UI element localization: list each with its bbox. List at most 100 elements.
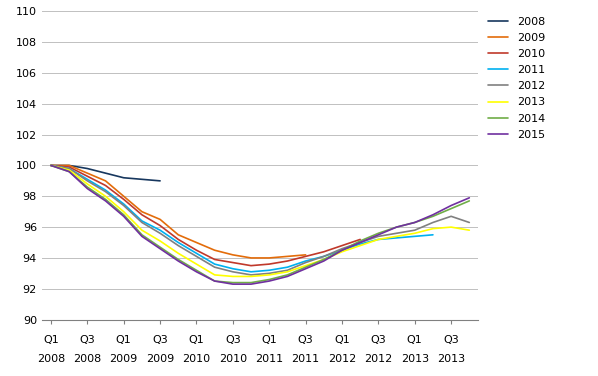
2011 <box>229 267 236 271</box>
2012 <box>284 268 291 273</box>
2015 <box>302 267 309 271</box>
2014 <box>66 169 73 174</box>
2010 <box>302 254 309 259</box>
2009 <box>284 254 291 259</box>
2014 <box>375 231 382 235</box>
2010 <box>266 262 273 266</box>
2009 <box>266 256 273 260</box>
2010 <box>138 212 145 217</box>
2012 <box>157 231 164 235</box>
2013 <box>466 228 473 232</box>
2015 <box>447 203 454 208</box>
2015 <box>356 240 364 245</box>
Text: 2008: 2008 <box>73 353 102 364</box>
2014 <box>411 220 419 225</box>
2011 <box>393 236 400 240</box>
2012 <box>211 265 218 270</box>
Line: 2013: 2013 <box>51 165 469 276</box>
2014 <box>356 239 364 243</box>
2013 <box>47 163 54 168</box>
Line: 2015: 2015 <box>51 165 469 284</box>
2009 <box>47 163 54 168</box>
2013 <box>66 168 73 172</box>
Text: 2011: 2011 <box>255 353 283 364</box>
2014 <box>211 279 218 283</box>
2013 <box>175 251 182 256</box>
2014 <box>320 257 327 262</box>
2008 <box>102 171 109 175</box>
2014 <box>120 212 127 217</box>
2010 <box>320 250 327 254</box>
2010 <box>84 174 91 179</box>
2014 <box>175 257 182 262</box>
Text: Q1: Q1 <box>407 335 423 345</box>
Text: Q3: Q3 <box>152 335 168 345</box>
2012 <box>248 273 255 277</box>
2008 <box>66 163 73 168</box>
2012 <box>302 260 309 265</box>
2013 <box>320 257 327 262</box>
Text: 2013: 2013 <box>401 353 429 364</box>
2015 <box>266 279 273 283</box>
2015 <box>466 196 473 200</box>
2009 <box>248 256 255 260</box>
2011 <box>102 188 109 193</box>
2012 <box>466 220 473 225</box>
2014 <box>248 280 255 285</box>
2015 <box>138 234 145 239</box>
2013 <box>248 274 255 279</box>
2012 <box>411 228 419 232</box>
Text: Q3: Q3 <box>225 335 241 345</box>
2014 <box>84 185 91 189</box>
2015 <box>338 248 346 252</box>
2014 <box>302 265 309 270</box>
2011 <box>66 166 73 171</box>
2013 <box>84 182 91 186</box>
2013 <box>356 243 364 248</box>
Text: Q1: Q1 <box>334 335 350 345</box>
2011 <box>266 268 273 273</box>
2013 <box>193 262 200 266</box>
2012 <box>229 270 236 274</box>
2013 <box>338 250 346 254</box>
2014 <box>266 277 273 282</box>
2013 <box>284 270 291 274</box>
2015 <box>120 214 127 218</box>
2010 <box>211 257 218 262</box>
Line: 2010: 2010 <box>51 165 360 265</box>
2013 <box>120 209 127 214</box>
2013 <box>411 231 419 235</box>
2010 <box>338 243 346 248</box>
Legend: 2008, 2009, 2010, 2011, 2012, 2013, 2014, 2015: 2008, 2009, 2010, 2011, 2012, 2013, 2014… <box>489 17 545 139</box>
Text: Q1: Q1 <box>116 335 132 345</box>
2014 <box>102 197 109 202</box>
2013 <box>429 226 437 231</box>
2015 <box>157 246 164 251</box>
2012 <box>447 214 454 218</box>
2010 <box>47 163 54 168</box>
2012 <box>266 271 273 276</box>
2015 <box>393 225 400 229</box>
2010 <box>229 260 236 265</box>
2011 <box>211 262 218 266</box>
2012 <box>138 220 145 225</box>
2011 <box>284 265 291 270</box>
2011 <box>356 242 364 246</box>
2009 <box>229 253 236 257</box>
2012 <box>193 254 200 259</box>
2013 <box>102 194 109 199</box>
2009 <box>102 179 109 183</box>
2010 <box>66 165 73 169</box>
2015 <box>102 199 109 203</box>
2009 <box>302 253 309 257</box>
2008 <box>138 177 145 182</box>
Line: 2008: 2008 <box>51 165 160 181</box>
2015 <box>248 282 255 287</box>
2011 <box>320 254 327 259</box>
2013 <box>229 274 236 279</box>
2011 <box>120 202 127 206</box>
Line: 2014: 2014 <box>51 165 469 283</box>
Text: 2008: 2008 <box>37 353 65 364</box>
2015 <box>320 259 327 263</box>
2009 <box>175 232 182 237</box>
